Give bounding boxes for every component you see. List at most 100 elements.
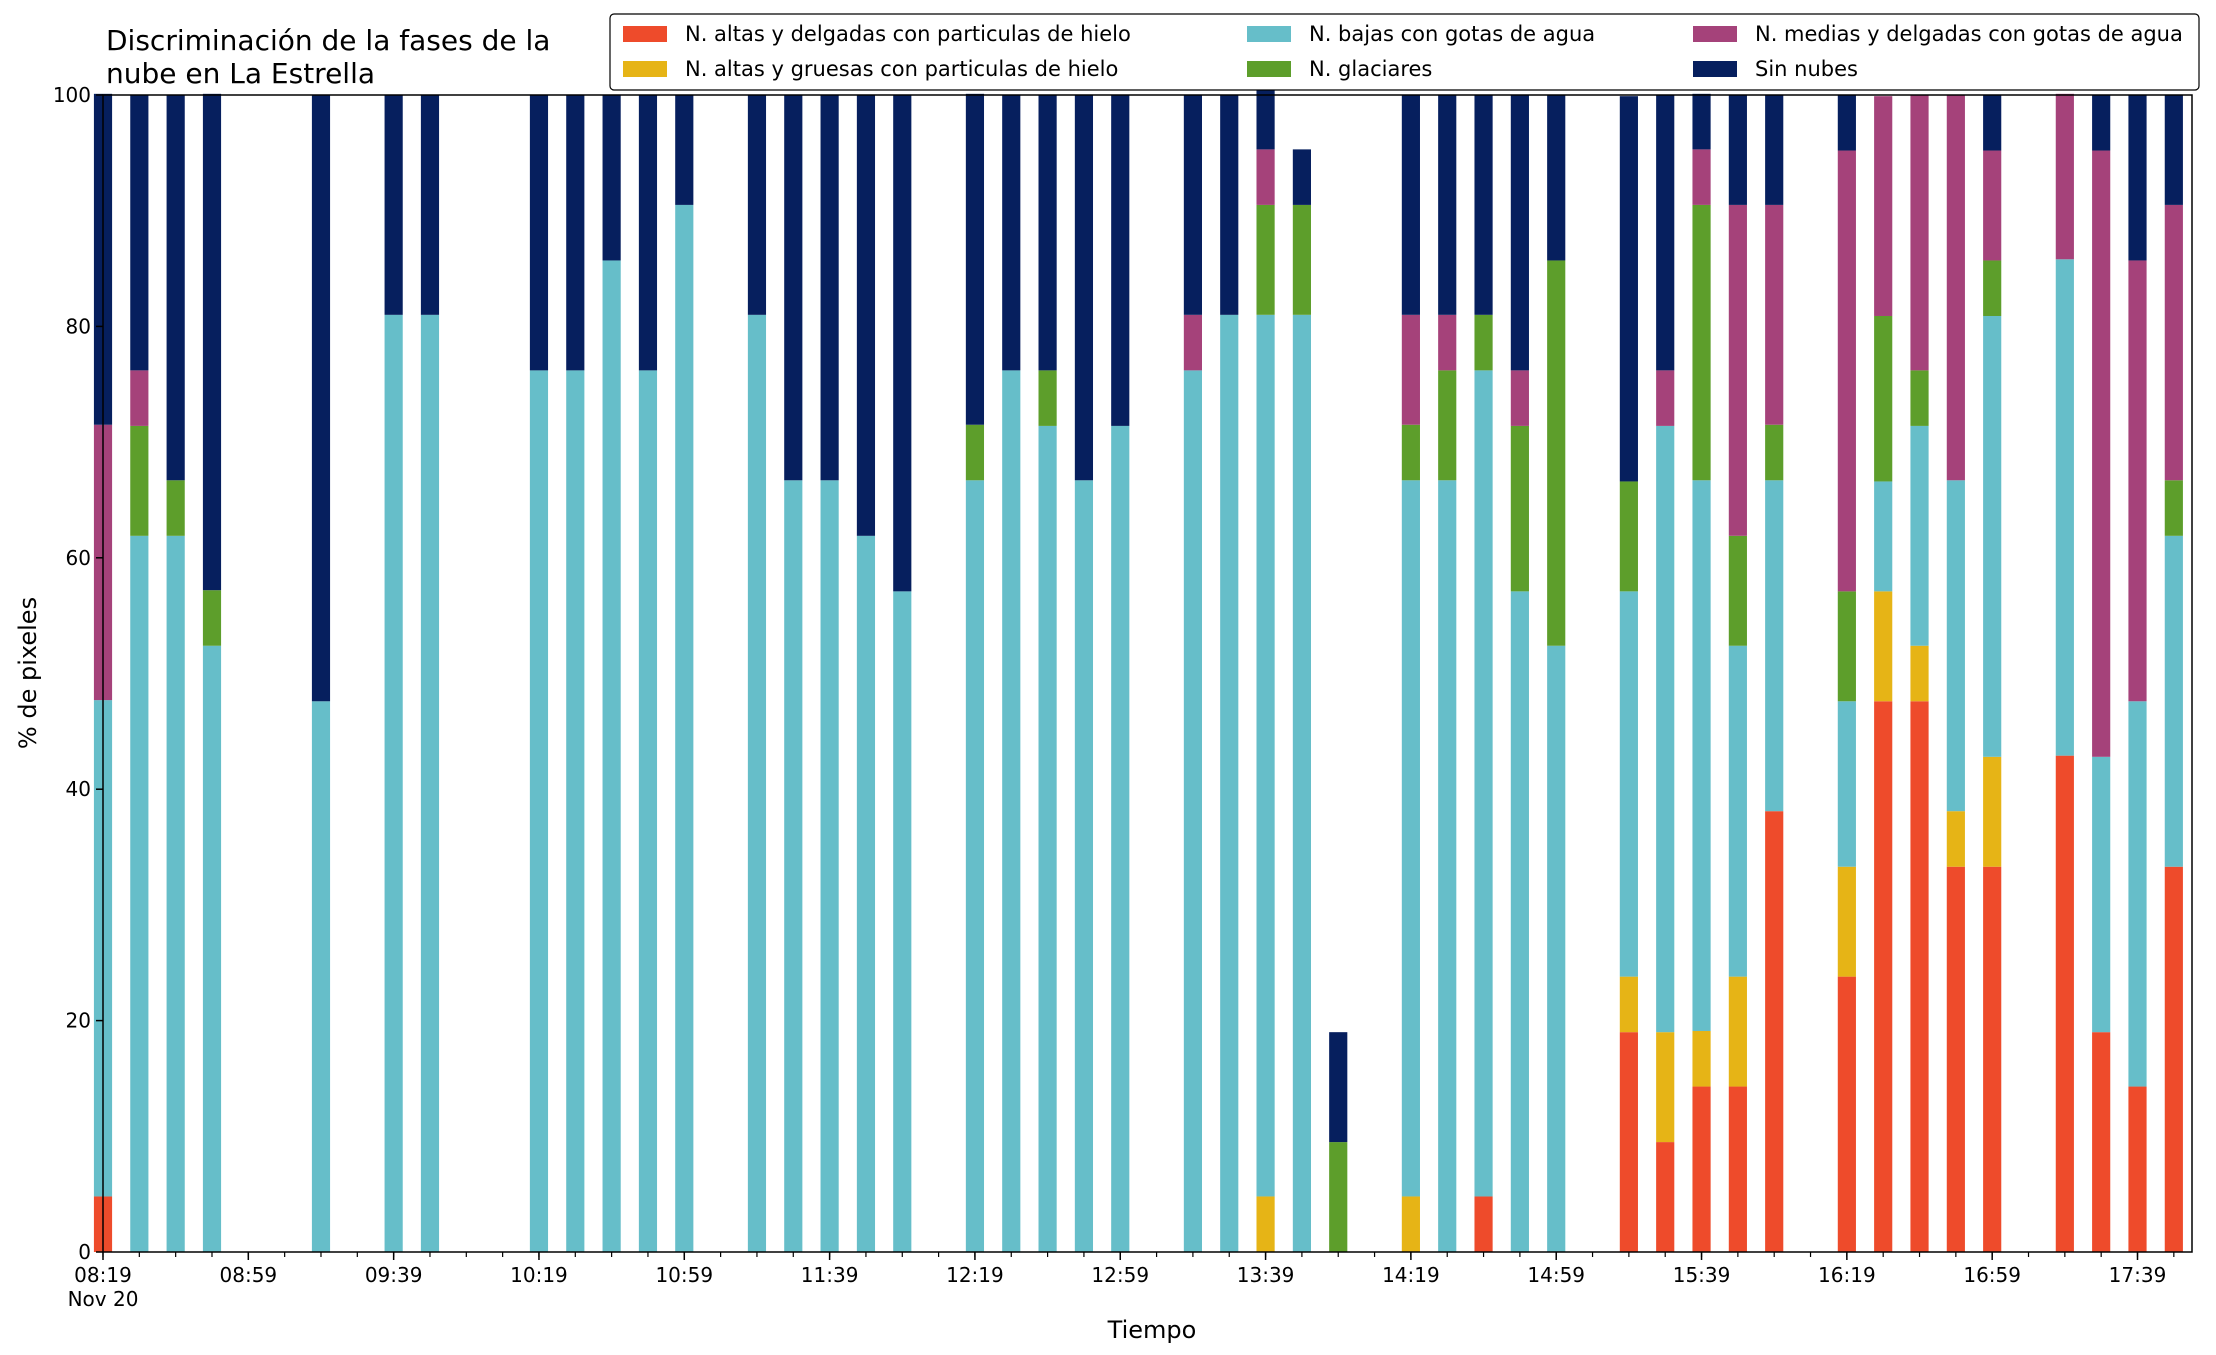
bar-segment	[1983, 95, 2002, 151]
bar-segment	[1038, 425, 1057, 1252]
bar-segment	[1510, 425, 1529, 592]
x-tick-label: 14:59	[1527, 1263, 1585, 1287]
bar-segment	[1837, 976, 1856, 1252]
bar-segment	[1656, 425, 1675, 1033]
bar-segment	[1837, 95, 1856, 151]
bar-segment	[1438, 480, 1457, 1252]
bar-segment	[1474, 1196, 1493, 1252]
bar-segment	[1728, 535, 1747, 646]
bar-segment	[2055, 259, 2074, 756]
legend-label: N. glaciares	[1309, 57, 1432, 81]
y-tick-label: 40	[66, 777, 91, 801]
bar-segment	[602, 260, 621, 1252]
bar-segment	[1728, 1086, 1747, 1252]
bar-segment	[1401, 314, 1420, 425]
legend-frame	[609, 13, 2200, 91]
legend-swatch	[623, 26, 667, 42]
bar-segment	[893, 591, 912, 1252]
bar-segment	[1438, 314, 1457, 371]
y-tick-label: 80	[66, 314, 91, 338]
bar-segment	[2164, 866, 2183, 1252]
bar-segment	[1874, 315, 1893, 482]
bar-segment	[202, 93, 222, 591]
x-tick-label: 10:59	[655, 1263, 713, 1287]
bar-segment	[1728, 976, 1747, 1087]
bar-segment	[1292, 314, 1311, 1253]
x-axis-label: Tiempo	[1107, 1316, 1197, 1344]
bar-segment	[1002, 95, 1021, 371]
bar-segment	[675, 204, 694, 1252]
bar-segment	[1619, 96, 1638, 482]
bar-segment	[566, 95, 585, 371]
bar-segment	[130, 535, 149, 1252]
y-tick-label: 20	[66, 1009, 91, 1033]
bar-segment	[1401, 95, 1420, 315]
bar-segment	[1692, 480, 1711, 1032]
bar-segment	[1656, 1032, 1675, 1143]
bar-segment	[1765, 95, 1784, 205]
bar-segment	[2055, 93, 2074, 260]
bar-segment	[1183, 314, 1202, 371]
bar-segment	[893, 95, 912, 592]
bar-segment	[1692, 1086, 1711, 1252]
y-tick-label: 0	[78, 1240, 91, 1264]
y-tick-label: 100	[53, 83, 91, 107]
bar-segment	[1983, 866, 2002, 1252]
bar-segment	[1874, 701, 1893, 1252]
bar-segment	[1256, 149, 1275, 205]
bar-segment	[1401, 424, 1420, 481]
bar-segment	[1910, 95, 1929, 371]
bar-segment	[820, 480, 839, 1252]
bar-segment	[1510, 95, 1529, 371]
x-tick-label: 10:19	[510, 1263, 568, 1287]
bar-segment	[2055, 755, 2074, 1252]
bar-segment	[384, 95, 403, 315]
x-tick-label: 11:39	[801, 1263, 859, 1287]
bar-segment	[1946, 811, 1965, 867]
bar-segment	[1692, 1031, 1711, 1087]
bar-segment	[1656, 370, 1675, 426]
bar-segment	[2092, 95, 2111, 151]
legend-swatch	[1693, 61, 1737, 77]
bar-segment	[420, 95, 440, 315]
chart-title-line-2: nube en La Estrella	[106, 57, 375, 90]
bar-segment	[1692, 149, 1711, 205]
bar-segment	[1547, 645, 1566, 1252]
bar-segment	[1510, 370, 1529, 426]
bar-segment	[1837, 591, 1856, 702]
bar-segment	[1728, 645, 1747, 977]
bar-segment	[166, 480, 185, 536]
bar-segment	[1910, 370, 1929, 426]
bar-segment	[1619, 481, 1638, 592]
y-tick-label: 60	[66, 546, 91, 570]
bar-segment	[965, 424, 985, 481]
bar-segment	[1111, 95, 1130, 426]
bar-segment	[1547, 95, 1566, 261]
bar-segment	[1547, 260, 1566, 646]
bar-segment	[1946, 95, 1965, 481]
bar-segment	[311, 701, 331, 1252]
bar-segment	[1983, 150, 2002, 261]
bar-segment	[1692, 204, 1711, 481]
bar-segment	[1474, 95, 1493, 315]
bar-segment	[1910, 425, 1929, 646]
legend-swatch	[1247, 61, 1291, 77]
bar-segment	[1292, 204, 1311, 315]
bars-layer	[93, 39, 2183, 1253]
bar-segment	[1401, 480, 1420, 1197]
bar-segment	[1946, 480, 1965, 812]
x-tick-label: 12:19	[946, 1263, 1004, 1287]
bar-segment	[1074, 480, 1094, 1252]
bar-segment	[1183, 370, 1202, 1252]
bar-segment	[856, 95, 876, 536]
bar-segment	[2092, 756, 2111, 1033]
bar-segment	[602, 95, 621, 261]
bar-segment	[784, 95, 803, 481]
bar-segment	[2128, 95, 2147, 261]
bar-segment	[384, 314, 403, 1253]
legend-label: N. bajas con gotas de agua	[1309, 22, 1595, 46]
bar-segment	[1510, 591, 1529, 1252]
bar-segment	[1474, 370, 1493, 1197]
